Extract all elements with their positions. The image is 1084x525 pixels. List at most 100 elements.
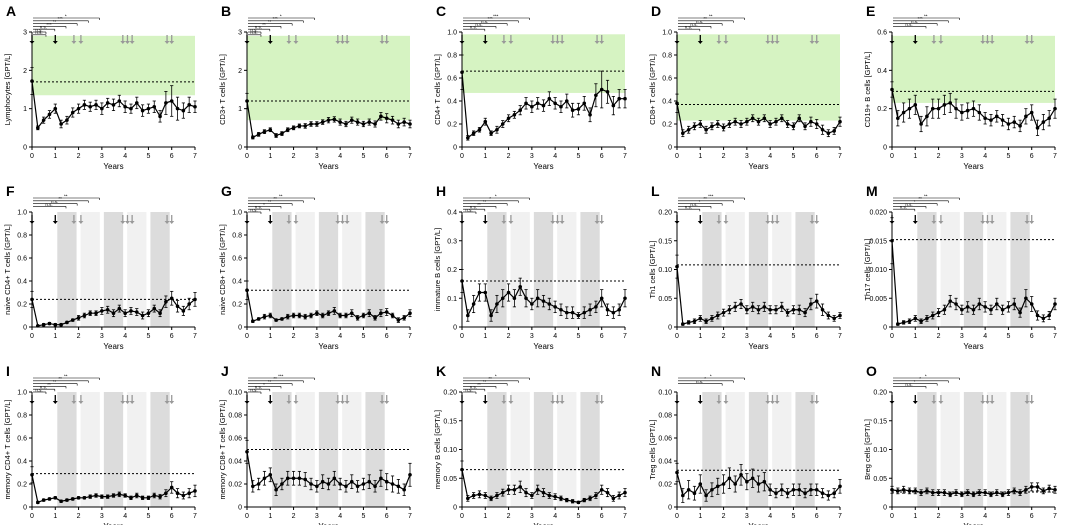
data-point: [181, 309, 186, 313]
data-point: [1047, 313, 1051, 318]
data-point: [65, 320, 69, 325]
significance-label: **: [279, 193, 283, 198]
x-tick-label: 4: [553, 513, 557, 520]
data-point: [1035, 313, 1040, 318]
x-tick-label: 0: [460, 333, 464, 340]
data-point: [140, 108, 145, 113]
data-point: [158, 114, 162, 119]
x-tick-label: 3: [530, 153, 534, 160]
x-tick-label: 3: [100, 153, 104, 160]
data-point: [814, 122, 819, 126]
y-axis-label: Th1 cells [GPT/L]: [648, 241, 657, 299]
data-point: [512, 113, 517, 117]
data-point: [94, 103, 98, 107]
x-axis-label: Years: [748, 162, 768, 171]
data-point: [256, 317, 261, 321]
data-point: [826, 131, 831, 135]
treatment-arrow-gray-head: [293, 41, 299, 44]
data-point: [582, 310, 587, 315]
x-tick-label: 1: [913, 153, 917, 160]
treatment-arrow-black-head: [482, 221, 488, 224]
data-point: [111, 103, 116, 107]
year-shading: [57, 392, 77, 507]
x-tick-label: 0: [245, 153, 249, 160]
data-point: [599, 87, 604, 92]
data-point: [547, 96, 552, 101]
data-point: [930, 313, 935, 318]
treatment-arrow-gray-head: [1024, 41, 1030, 44]
x-axis-label: Years: [533, 522, 553, 525]
data-point: [675, 264, 679, 269]
treatment-arrow-gray-head: [335, 221, 341, 224]
data-point: [326, 311, 331, 316]
y-tick-label: 0.20: [873, 390, 887, 397]
y-tick-label: 0.6: [232, 256, 242, 263]
x-tick-label: 4: [553, 153, 557, 160]
x-tick-label: 3: [315, 513, 319, 520]
x-tick-label: 7: [1053, 513, 1057, 520]
y-tick-label: 0.2: [17, 482, 27, 489]
data-point: [913, 316, 918, 321]
year-shading: [772, 392, 792, 507]
y-tick-label: 0: [883, 325, 887, 332]
significance-label: *: [280, 13, 282, 18]
x-tick-label: 6: [170, 333, 174, 340]
data-point: [901, 320, 906, 325]
data-point: [65, 498, 69, 502]
significance-label: n.s.: [255, 25, 262, 30]
data-point: [274, 318, 278, 322]
data-point: [681, 322, 685, 326]
data-point: [791, 307, 796, 312]
data-point: [291, 126, 296, 130]
y-tick-label: 0: [668, 325, 672, 332]
data-point: [1047, 486, 1051, 491]
x-axis-label: Years: [533, 162, 553, 171]
y-tick-label: 0: [668, 145, 672, 152]
year-shading: [795, 392, 815, 507]
x-tick-label: 0: [675, 513, 679, 520]
treatment-arrow-gray-head: [286, 221, 292, 224]
data-point: [960, 492, 964, 497]
treatment-arrow-gray-head: [71, 41, 77, 44]
panel-letter: O: [866, 363, 877, 379]
x-axis-label: Years: [748, 522, 768, 525]
significance-label: n.s.: [905, 382, 912, 387]
x-tick-label: 5: [146, 333, 150, 340]
x-tick-label: 4: [768, 513, 772, 520]
data-point: [809, 302, 813, 306]
data-point: [82, 313, 87, 318]
data-point: [344, 484, 348, 489]
y-tick-label: 0.6: [17, 436, 27, 443]
treatment-arrow-gray-head: [508, 401, 514, 404]
x-tick-label: 5: [361, 153, 365, 160]
data-point: [251, 135, 255, 140]
data-point: [576, 107, 581, 111]
treatment-arrow-gray-head: [599, 41, 605, 44]
treatment-arrow-gray-head: [286, 401, 292, 404]
treatment-arrow-gray-head: [164, 221, 170, 224]
y-tick-label: 0.08: [228, 413, 242, 420]
significance-label: n.s.: [465, 387, 472, 392]
data-point: [471, 493, 476, 498]
data-point: [570, 310, 575, 315]
treatment-arrow-black-head: [244, 221, 250, 224]
y-tick-label: 0.04: [658, 459, 672, 466]
data-point: [251, 319, 255, 324]
year-shading: [725, 212, 745, 327]
data-point: [1029, 485, 1034, 489]
data-point: [268, 127, 273, 132]
data-point: [809, 119, 813, 124]
x-tick-label: 4: [338, 153, 342, 160]
significance-label: **: [273, 376, 277, 381]
x-axis-label: Years: [103, 162, 123, 171]
data-point: [471, 131, 476, 135]
data-point: [123, 493, 127, 498]
data-point: [303, 124, 308, 128]
data-point: [721, 310, 726, 315]
data-point: [117, 99, 122, 103]
data-point: [355, 316, 360, 320]
data-point: [36, 500, 40, 505]
treatment-arrow-gray-head: [989, 401, 995, 404]
significance-label: *: [263, 382, 265, 387]
data-point: [1029, 302, 1034, 306]
